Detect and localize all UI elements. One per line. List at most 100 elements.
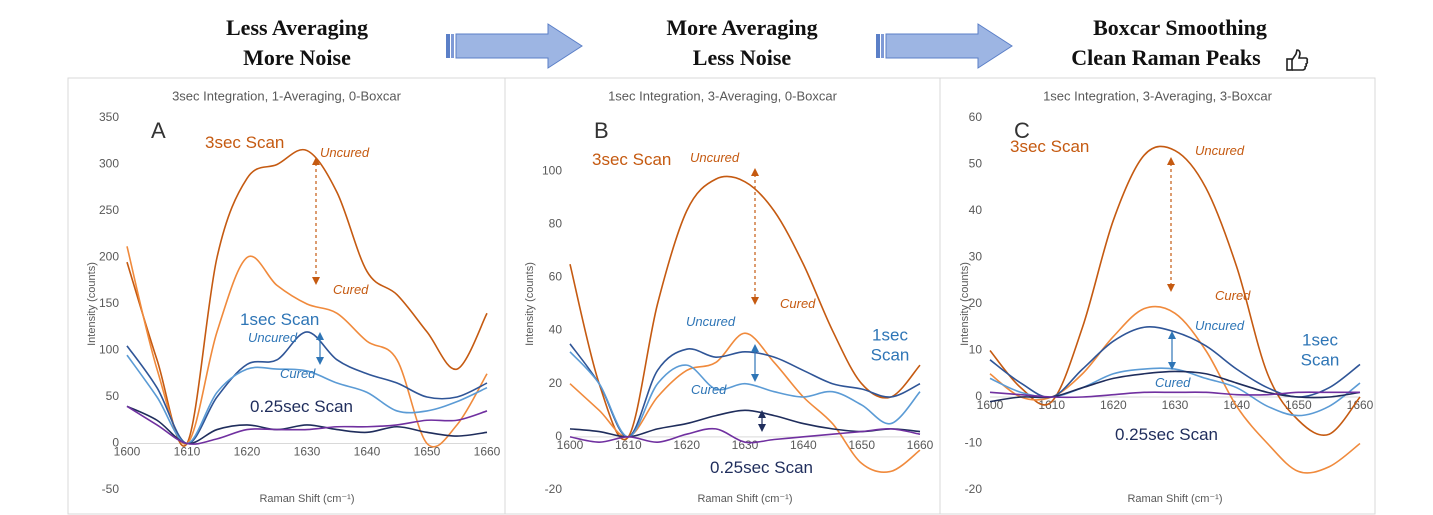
arrow-head [758,410,766,418]
y-tick-label: -20 [545,482,563,496]
chart-title: 1sec Integration, 3-Averaging, 3-Boxcar [1043,88,1273,103]
x-tick-label: 1640 [790,438,817,452]
arrow-head [751,168,759,176]
panel-label: A [151,118,166,143]
y-tick-label: 350 [99,110,119,124]
x-tick-label: 1660 [474,445,501,459]
x-tick-label: 1630 [732,438,759,452]
arrow-head [751,374,759,382]
x-tick-label: 1610 [1038,398,1065,412]
annotation: Cured [1155,375,1191,391]
flow-arrow [876,23,1013,69]
arrow-head [316,357,324,365]
arrow-head [1168,331,1176,339]
chart-title: 1sec Integration, 3-Averaging, 0-Boxcar [608,88,838,103]
annotation: Cured [280,366,316,382]
y-tick-label: 30 [969,250,983,264]
annotation: Cured [1215,288,1251,304]
annotation: Uncured [686,314,736,330]
x-tick-label: 1620 [1100,398,1127,412]
y-tick-label: 40 [969,203,983,217]
arrow-head [758,424,766,432]
panel-label: C [1014,118,1030,143]
header-text: Less Noise [693,45,792,70]
annotation: Uncured [248,330,298,346]
data-line [569,175,921,441]
x-tick-label: 1650 [1285,398,1312,412]
annotation: 0.25sec Scan [710,457,814,477]
arrow-head [312,277,320,285]
x-tick-label: 1600 [557,438,584,452]
annotation: Cured [333,282,369,298]
y-tick-label: 20 [969,296,983,310]
header-text: Less Averaging [226,15,368,40]
chart-title: 3sec Integration, 1-Averaging, 0-Boxcar [172,88,402,103]
annotation: 3sec Scan [1010,136,1090,156]
x-tick-label: 1650 [848,438,875,452]
arrow-head [751,344,759,352]
annotation: Uncured [1195,318,1245,334]
y-tick-label: -20 [965,482,983,496]
y-tick-label: 150 [99,296,119,310]
annotation: 0.25sec Scan [250,396,354,416]
header-text: Boxcar Smoothing [1093,15,1267,40]
y-tick-label: 80 [549,216,563,230]
y-tick-label: -10 [965,436,983,450]
panel-frame [67,77,1376,515]
y-axis-label: Intensity (counts) [86,262,98,346]
annotation: Uncured [1195,143,1245,159]
y-tick-label: 300 [99,157,119,171]
y-tick-label: 200 [99,250,119,264]
annotation: Uncured [690,150,740,166]
data-line [569,427,921,444]
annotation: Cured [691,382,727,398]
x-tick-label: 1630 [1162,398,1189,412]
annotation: 3sec Scan [592,149,672,169]
y-axis-label: Intensity (counts) [959,262,971,346]
y-tick-label: 0 [975,389,982,403]
data-line [126,148,488,447]
y-tick-label: 10 [969,343,983,357]
annotation: 1sec Scan [240,309,320,329]
y-tick-label: 50 [969,157,983,171]
x-tick-label: 1620 [673,438,700,452]
annotation: 0.25sec Scan [1115,424,1219,444]
annotation: 1sec Scan [870,325,910,365]
x-axis-label: Raman Shift (cm⁻¹) [1127,493,1222,505]
x-tick-label: 1620 [234,445,261,459]
x-tick-label: 1610 [615,438,642,452]
y-tick-label: 100 [542,163,562,177]
y-tick-label: 20 [549,376,563,390]
x-tick-label: 1660 [1347,398,1374,412]
y-tick-label: 250 [99,203,119,217]
y-tick-label: 60 [969,110,983,124]
header-text: More Noise [243,45,351,70]
annotation: 3sec Scan [205,132,285,152]
y-axis-label: Intensity (counts) [524,262,536,346]
thumbs-up-icon [1286,49,1309,71]
y-tick-label: 40 [549,323,563,337]
x-tick-label: 1640 [354,445,381,459]
x-tick-label: 1610 [174,445,201,459]
annotation: Cured [780,296,816,312]
header-text: Clean Raman Peaks [1071,45,1261,70]
x-tick-label: 1600 [114,445,141,459]
header-text: More Averaging [666,15,817,40]
x-tick-label: 1630 [294,445,321,459]
arrow-head [1168,362,1176,370]
arrow-head [1167,157,1175,165]
arrow-head [316,332,324,340]
panel-label: B [594,118,609,143]
arrow-head [1167,284,1175,292]
y-tick-label: 100 [99,343,119,357]
x-axis-label: Raman Shift (cm⁻¹) [697,493,792,505]
data-line [126,331,488,445]
y-tick-label: 0 [555,429,562,443]
annotation: 1sec Scan [1300,330,1340,370]
arrow-head [751,297,759,305]
y-tick-label: 50 [106,389,120,403]
y-tick-label: -50 [102,482,120,496]
x-tick-label: 1650 [414,445,441,459]
